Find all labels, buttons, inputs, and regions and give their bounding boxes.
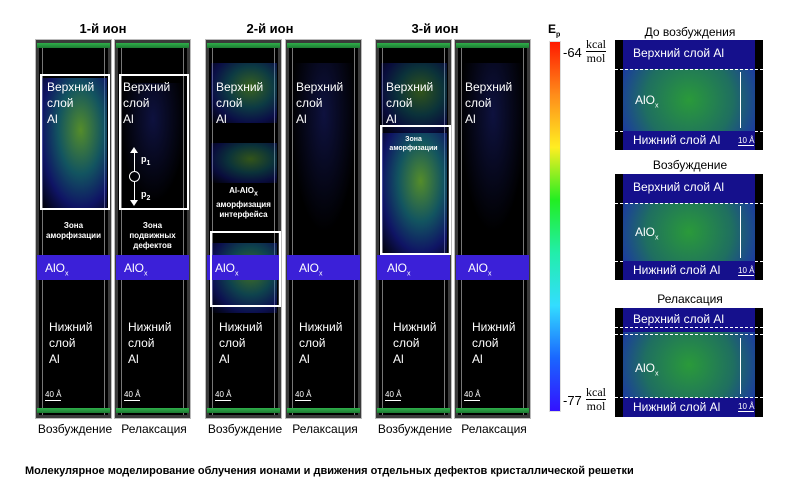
p2-label: p2 — [141, 189, 151, 202]
right-panel-3-title: Релаксация — [657, 292, 723, 306]
lower-layer-label: Нижний слой Al — [128, 320, 172, 366]
alox-label: AlOx — [387, 261, 411, 278]
lower-layer-label: Нижний слой Al — [219, 320, 263, 366]
upper-layer-label: Верхний слой Al — [623, 40, 755, 69]
ion2-relaxation-panel: Верхний слой Al AlOx Нижний слой Al 40 Å — [285, 39, 362, 419]
ion2-excitation-panel: Верхний слой Al Al-AlOx аморфизация интерфей… — [205, 39, 282, 419]
arrow-up-icon — [134, 151, 135, 171]
upper-layer-label: Верхний слой Al — [623, 308, 755, 332]
scale-bar: 10 Å — [738, 402, 755, 412]
upper-layer-label: Верхний слой Al — [465, 80, 513, 126]
scale-bar: 40 Å — [385, 390, 402, 401]
scale-bar: 40 Å — [215, 390, 232, 401]
alox-label: AlOx — [299, 261, 323, 278]
right-panel-2-title: Возбуждение — [652, 158, 728, 172]
ion-1-title: 1-й ион — [79, 21, 127, 36]
upper-layer-label: Верхний слой Al — [216, 80, 264, 126]
thickness-arrow-icon — [740, 72, 741, 128]
upper-layer-label: Верхний слой Al — [623, 174, 755, 203]
mobile-defects-box — [119, 74, 189, 210]
lower-layer-label: Нижний слой Al — [623, 261, 755, 280]
alox-label: AlOx — [635, 361, 659, 378]
right-panel-excitation: Верхний слой Al Нижний слой Al AlOx 10 Å — [615, 174, 763, 280]
ion1-relaxation-panel: Верхний слой Al p1 p2 Зона подвижных дефекто… — [114, 39, 191, 419]
interface-box — [210, 231, 281, 307]
colorbar-label: Ep — [548, 22, 561, 39]
amorphization-box — [40, 74, 110, 210]
figure-caption: Молекулярное моделирование облучения ион… — [25, 465, 634, 477]
p1-label: p1 — [141, 154, 151, 167]
colorbar-unit-bottom: kcal mol — [586, 385, 606, 413]
alox-label: AlOx — [215, 261, 239, 278]
right-panel-relaxation: Верхний слой Al Нижний слой Al AlOx 10 Å — [615, 308, 763, 417]
lower-layer-label: Нижний слой Al — [472, 320, 516, 366]
lower-layer-label: Нижний слой Al — [623, 398, 755, 417]
arrow-down-icon — [134, 182, 135, 202]
mobile-defects-zone-label: Зона подвижных дефектов — [129, 221, 176, 250]
lower-layer-label: Нижний слой Al — [623, 131, 755, 150]
ion-3-title: 3-й ион — [411, 21, 459, 36]
alox-label: AlOx — [635, 225, 659, 242]
colorbar-unit-top: kcal mol — [586, 37, 606, 65]
interface-amorphization-label: Al-AlOx аморфизация интерфейса — [216, 186, 271, 219]
defect-circle-icon — [129, 171, 140, 182]
amorphization-zone-label: Зона аморфизации — [45, 221, 102, 240]
right-panel-1-title: До возбуждения — [644, 25, 736, 39]
label-excitation-3: Возбуждение — [377, 422, 453, 436]
label-relaxation-3: Релаксация — [461, 422, 527, 436]
thickness-arrow-icon — [740, 338, 741, 394]
right-panel-before-excitation: Верхний слой Al Нижний слой Al AlOx 10 Å — [615, 40, 763, 150]
alox-label: AlOx — [45, 261, 69, 278]
scale-bar: 10 Å — [738, 266, 755, 276]
alox-label: AlOx — [468, 261, 492, 278]
scale-bar: 10 Å — [738, 136, 755, 146]
scale-bar: 40 Å — [295, 390, 312, 401]
ion1-excitation-panel: Верхний слой Al Зона аморфизации AlOx Нижни… — [35, 39, 112, 419]
alox-label: AlOx — [635, 93, 659, 110]
amorphization-box — [380, 125, 451, 255]
scale-bar: 40 Å — [124, 390, 141, 401]
thickness-arrow-icon — [740, 206, 741, 258]
colorbar-min: -77 — [563, 393, 582, 408]
ion3-relaxation-panel: Верхний слой Al AlOx Нижний слой Al 40 Å — [454, 39, 531, 419]
scale-bar: 40 Å — [45, 390, 62, 401]
upper-layer-label: Верхний слой Al — [386, 80, 434, 126]
lower-layer-label: Нижний слой Al — [393, 320, 437, 366]
label-excitation-2: Возбуждение — [207, 422, 283, 436]
label-relaxation-2: Релаксация — [292, 422, 358, 436]
label-relaxation-1: Релаксация — [121, 422, 187, 436]
ion-2-title: 2-й ион — [246, 21, 294, 36]
scale-bar: 40 Å — [464, 390, 481, 401]
label-excitation-1: Возбуждение — [37, 422, 113, 436]
colorbar-max: -64 — [563, 45, 582, 60]
upper-layer-label: Верхний слой Al — [123, 80, 171, 126]
lower-layer-label: Нижний слой Al — [299, 320, 343, 366]
lower-layer-label: Нижний слой Al — [49, 320, 93, 366]
alox-label: AlOx — [124, 261, 148, 278]
upper-layer-label: Верхний слой Al — [47, 80, 95, 126]
colorbar — [549, 41, 561, 412]
amorphization-zone-label: Зона аморфизации — [389, 136, 438, 152]
ion3-excitation-panel: Верхний слой Al Зона аморфизации AlOx Нижни… — [375, 39, 452, 419]
upper-layer-label: Верхний слой Al — [296, 80, 344, 126]
